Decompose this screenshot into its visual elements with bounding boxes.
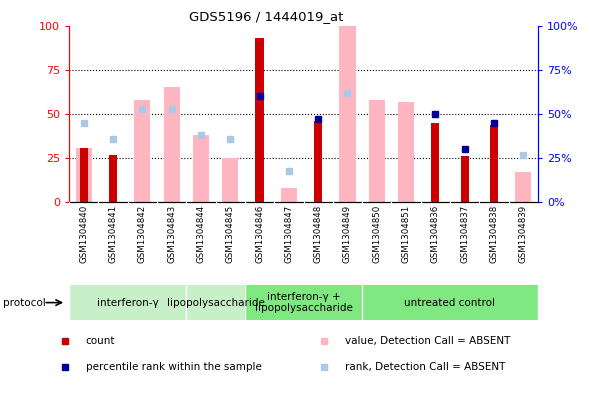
Text: GSM1304836: GSM1304836	[431, 205, 440, 263]
Bar	[281, 188, 297, 202]
Bar	[109, 154, 117, 202]
Text: lipopolysaccharide: lipopolysaccharide	[166, 298, 264, 308]
Bar	[340, 26, 356, 202]
Text: GSM1304844: GSM1304844	[197, 205, 206, 263]
Bar	[222, 158, 239, 202]
Bar	[362, 285, 538, 320]
Bar	[432, 123, 439, 202]
Text: percentile rank within the sample: percentile rank within the sample	[86, 362, 261, 372]
Bar	[76, 147, 92, 202]
Bar	[163, 87, 180, 202]
Text: protocol: protocol	[3, 298, 46, 308]
Text: GSM1304842: GSM1304842	[138, 205, 147, 263]
Bar	[80, 147, 88, 202]
Text: GSM1304848: GSM1304848	[314, 205, 323, 263]
Text: count: count	[86, 336, 115, 346]
Bar	[398, 101, 414, 202]
Text: untreated control: untreated control	[404, 298, 495, 308]
Text: rank, Detection Call = ABSENT: rank, Detection Call = ABSENT	[345, 362, 505, 372]
Text: GSM1304841: GSM1304841	[109, 205, 118, 263]
Bar	[368, 100, 385, 202]
Text: GSM1304843: GSM1304843	[167, 205, 176, 263]
Bar	[314, 121, 322, 202]
Text: value, Detection Call = ABSENT: value, Detection Call = ABSENT	[345, 336, 510, 346]
Bar	[460, 156, 469, 202]
Bar	[245, 285, 362, 320]
Text: GSM1304846: GSM1304846	[255, 205, 264, 263]
Text: interferon-γ +
lipopolysaccharide: interferon-γ + lipopolysaccharide	[255, 292, 352, 313]
Text: GSM1304850: GSM1304850	[372, 205, 381, 263]
Text: GSM1304837: GSM1304837	[460, 205, 469, 263]
Bar	[186, 285, 245, 320]
Bar	[515, 172, 531, 202]
Text: GSM1304847: GSM1304847	[284, 205, 293, 263]
Bar	[490, 125, 498, 202]
Bar	[69, 285, 186, 320]
Text: GSM1304839: GSM1304839	[519, 205, 528, 263]
Text: GSM1304840: GSM1304840	[79, 205, 88, 263]
Text: GSM1304851: GSM1304851	[401, 205, 410, 263]
Text: GSM1304845: GSM1304845	[226, 205, 235, 263]
Bar	[134, 100, 150, 202]
Text: interferon-γ: interferon-γ	[97, 298, 159, 308]
Title: GDS5196 / 1444019_at: GDS5196 / 1444019_at	[189, 10, 343, 23]
Text: GSM1304849: GSM1304849	[343, 205, 352, 263]
Bar	[255, 38, 264, 202]
Text: GSM1304838: GSM1304838	[489, 205, 498, 263]
Bar	[193, 135, 209, 202]
